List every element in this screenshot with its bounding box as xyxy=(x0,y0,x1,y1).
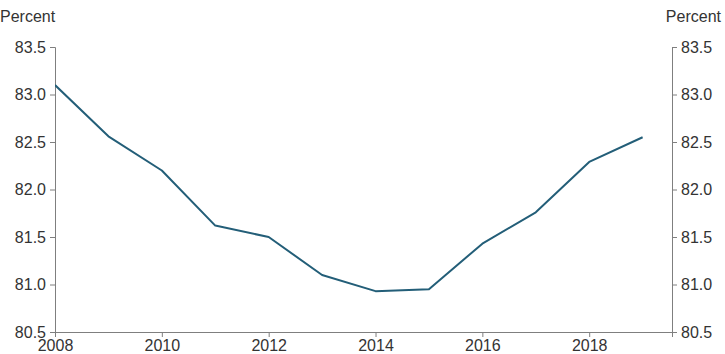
y-axis-tick-label: 83.0 xyxy=(15,86,46,103)
series-group xyxy=(55,85,643,291)
y2-axis-tick-label: 83.5 xyxy=(681,39,712,56)
y2-axis-tick-label: 80.5 xyxy=(681,324,712,341)
y2-axis-tick: 82.0 xyxy=(672,181,712,198)
x-axis-tick-mark xyxy=(269,332,270,337)
y2-axis-tick: 81.5 xyxy=(672,229,712,246)
y-axis-line xyxy=(50,48,56,333)
y-axis-tick-label: 81.5 xyxy=(15,229,46,246)
x-axis-tick: 2016 xyxy=(465,332,501,354)
y2-axis-tick: 82.5 xyxy=(672,134,712,151)
y-axis-tick-mark xyxy=(50,332,55,333)
y-axis-tick: 81.0 xyxy=(15,276,55,293)
y-axis-tick-mark xyxy=(50,285,55,286)
x-axis-tick: 2012 xyxy=(251,332,287,354)
y-axis-tick: 82.5 xyxy=(15,134,55,151)
x-axis-tick-mark xyxy=(376,332,377,337)
x-axis-tick-label: 2014 xyxy=(358,337,394,354)
y2-axis-tick: 83.0 xyxy=(672,86,712,103)
y2-axis-tick-mark xyxy=(672,332,677,333)
y2-axis-tick: 81.0 xyxy=(672,276,712,293)
y-axis-tick-label: 81.0 xyxy=(15,276,46,293)
y-axis: 80.5 81.0 81.5 82.0 82.5 83.0 83.5 xyxy=(15,39,56,341)
x-axis-tick: 2010 xyxy=(145,332,181,354)
x-axis-tick-mark xyxy=(482,332,483,337)
y-axis-tick-label: 83.5 xyxy=(15,39,46,56)
y2-axis-tick-label: 81.5 xyxy=(681,229,712,246)
y2-axis-tick-mark xyxy=(672,285,677,286)
x-axis-tick-mark xyxy=(162,332,163,337)
y-axis-tick-mark xyxy=(50,237,55,238)
y2-axis-title: Percent xyxy=(666,8,722,25)
y-axis-tick-label: 80.5 xyxy=(15,324,46,341)
y2-axis-tick: 83.5 xyxy=(672,39,712,56)
x-axis-tick: 2018 xyxy=(572,332,608,354)
x-axis-tick: 2014 xyxy=(358,332,394,354)
y-axis-tick: 81.5 xyxy=(15,229,55,246)
y2-axis-tick-label: 81.0 xyxy=(681,276,712,293)
y2-axis-tick: 80.5 xyxy=(672,324,712,341)
y-axis-tick-mark xyxy=(50,142,55,143)
y2-axis-tick-mark xyxy=(672,190,677,191)
y-axis-tick: 80.5 xyxy=(15,324,55,341)
x-axis-tick-mark xyxy=(589,332,590,337)
y-axis-tick: 82.0 xyxy=(15,181,55,198)
y-axis-title: Percent xyxy=(0,8,56,25)
y-axis-tick-label: 82.5 xyxy=(15,134,46,151)
line xyxy=(55,85,643,291)
x-axis-tick-label: 2012 xyxy=(251,337,287,354)
y2-axis-tick-mark xyxy=(672,47,677,48)
y2-axis-tick-mark xyxy=(672,95,677,96)
y2-axis-tick-mark xyxy=(672,237,677,238)
y2-axis: 80.5 81.0 81.5 82.0 82.5 83.0 83.5 xyxy=(672,39,712,341)
x-axis-tick-label: 2016 xyxy=(465,337,501,354)
x-axis-line xyxy=(56,333,673,338)
y2-axis-line xyxy=(673,48,678,333)
y-axis-tick-mark xyxy=(50,47,55,48)
x-axis-tick-label: 2018 xyxy=(572,337,608,354)
y-axis-tick: 83.5 xyxy=(15,39,55,56)
y2-axis-tick-mark xyxy=(672,142,677,143)
plot: 20082010201220142016201880.581.081.582.0… xyxy=(15,39,712,354)
y-axis-tick-mark xyxy=(50,190,55,191)
y-axis-tick-mark xyxy=(50,95,55,96)
x-axis-tick-label: 2010 xyxy=(145,337,181,354)
y-axis-tick-label: 82.0 xyxy=(15,181,46,198)
y2-axis-tick-label: 82.5 xyxy=(681,134,712,151)
y2-axis-tick-label: 83.0 xyxy=(681,86,712,103)
y-axis-tick: 83.0 xyxy=(15,86,55,103)
chart: 20082010201220142016201880.581.081.582.0… xyxy=(0,0,725,354)
x-axis: 200820102012201420162018 xyxy=(38,332,673,354)
y2-axis-tick-label: 82.0 xyxy=(681,181,712,198)
